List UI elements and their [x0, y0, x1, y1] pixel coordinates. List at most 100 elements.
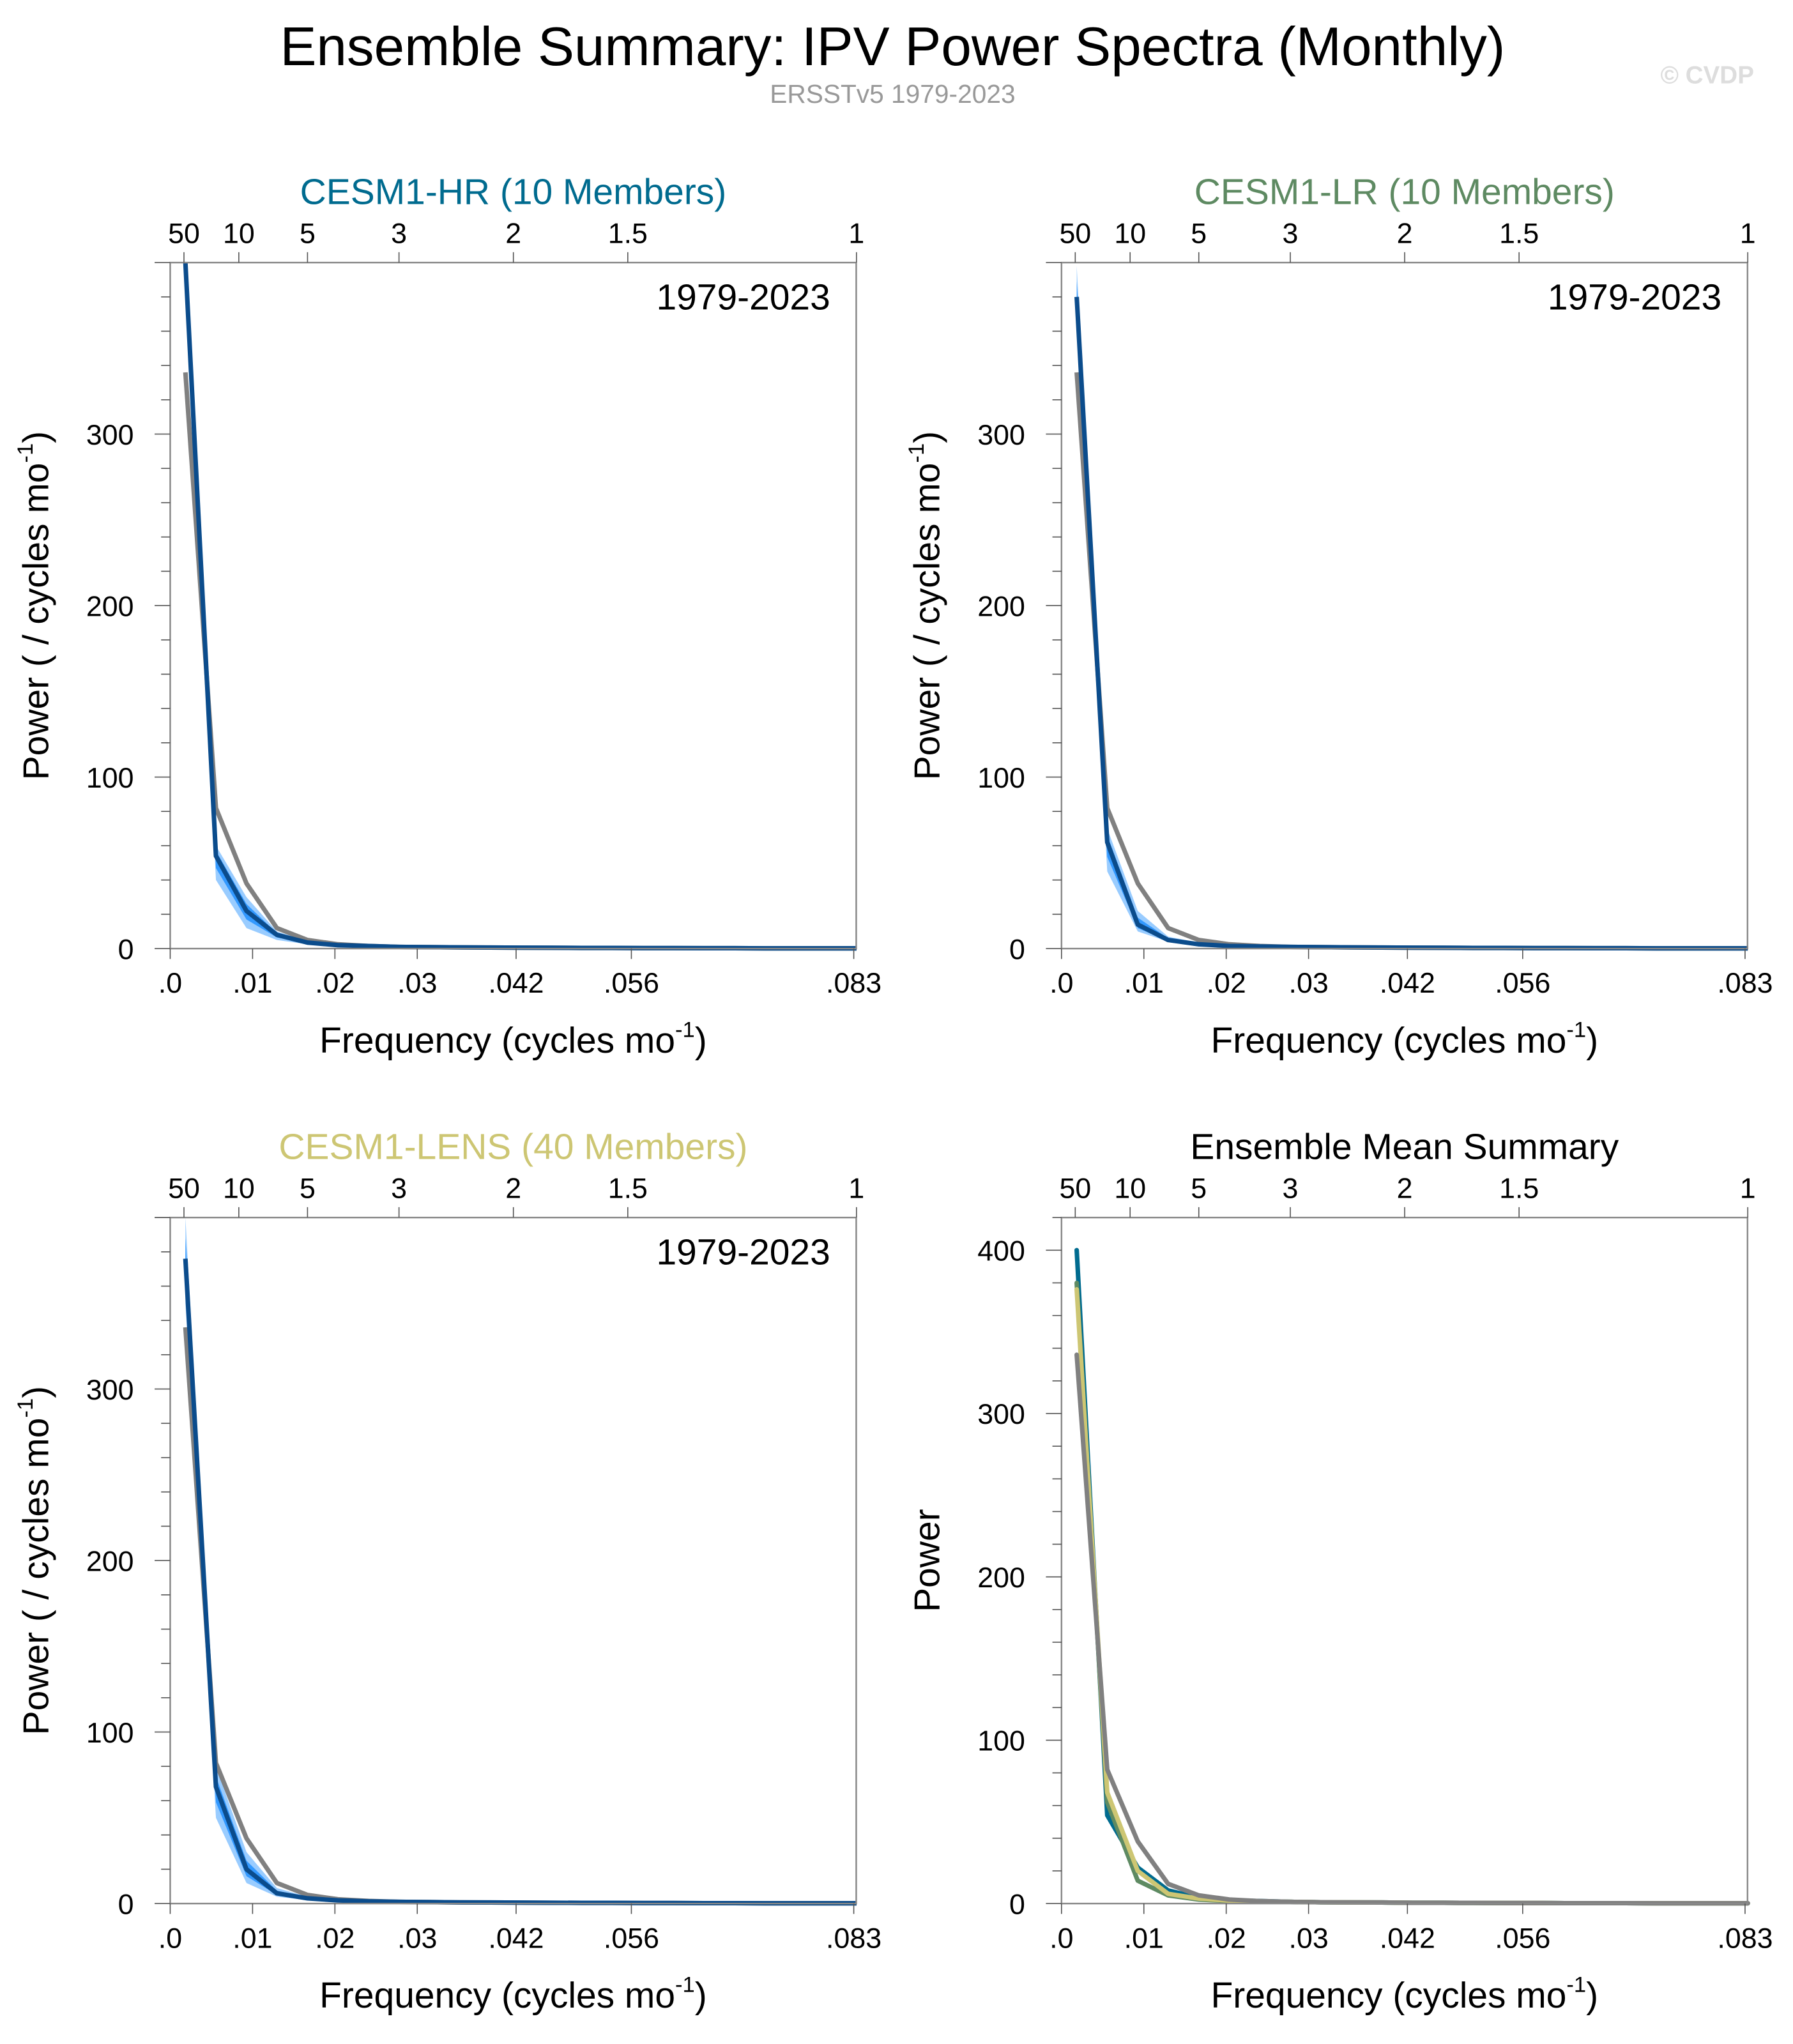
spread-band-outer	[185, 260, 857, 949]
ensemble-mean-line	[183, 262, 857, 951]
y-tick-label: 100	[86, 1717, 134, 1749]
x-axis-label: Frequency (cycles mo-1)	[319, 1018, 707, 1060]
x-label-superscript: -1	[1566, 1018, 1586, 1042]
y-tick-label: 300	[86, 419, 134, 451]
x-tick-label: .083	[1717, 1922, 1773, 1954]
figure-title: Ensemble Summary: IPV Power Spectra (Mon…	[280, 17, 1505, 77]
x-axis-label: Frequency (cycles mo-1)	[1211, 1018, 1599, 1060]
y-label-text: Power ( / cycles mo	[15, 463, 56, 781]
lens-mean-line	[1074, 1287, 1750, 1906]
period-annotation: 1979-2023	[656, 277, 830, 317]
top-tick-label: 1.5	[1499, 1173, 1539, 1205]
top-tick-label: 5	[300, 1173, 316, 1205]
y-tick-label: 100	[86, 762, 134, 794]
spread-band-outer	[185, 1217, 857, 1903]
spread-band-inner	[185, 1238, 857, 1903]
period-annotation: 1979-2023	[1548, 277, 1721, 317]
obs-line	[183, 372, 857, 951]
y-label-end: )	[15, 431, 56, 443]
x-tick-label: .03	[1289, 967, 1329, 999]
x-tick-label: .01	[233, 1922, 272, 1954]
y-label-superscript: -1	[13, 1398, 38, 1418]
panel-title: CESM1-LR (10 Members)	[1194, 172, 1615, 213]
top-tick-label: 2	[1397, 218, 1413, 250]
y-axis-label: Power	[907, 1509, 948, 1612]
panel-2: CESM1-LR (10 Members) 0 100 200 300 .0 .01 .02.…	[904, 172, 1773, 1061]
obs-mean-line	[1074, 1352, 1750, 1906]
x-tick-label: .056	[1495, 1922, 1550, 1954]
x-tick-label: .03	[1289, 1922, 1329, 1954]
x-tick-label: .02	[1207, 1922, 1246, 1954]
y-tick-label: 300	[977, 419, 1025, 451]
x-tick-label: .0	[158, 967, 182, 999]
x-tick-label: .042	[488, 967, 544, 999]
y-label-end: )	[15, 1386, 56, 1398]
x-label-superscript: -1	[675, 1972, 695, 1997]
top-tick-label: 50	[168, 1173, 200, 1205]
plot-frame	[169, 1216, 857, 1905]
y-tick-label: 200	[977, 1562, 1025, 1594]
spread-band-inner	[185, 260, 857, 949]
top-tick-label: 5	[1191, 218, 1207, 250]
period-annotation: 1979-2023	[656, 1232, 830, 1272]
top-tick-label: 1	[848, 218, 864, 250]
top-tick-label: 2	[1397, 1173, 1413, 1205]
panel-title: CESM1-LENS (40 Members)	[278, 1127, 747, 1168]
top-tick-label: 1	[848, 1173, 864, 1205]
top-tick-label: 1	[1740, 218, 1756, 250]
panel-4: Ensemble Mean Summary 0 100 200 300 400 .0 .01.…	[907, 1127, 1773, 2016]
y-label-superscript: -1	[13, 443, 38, 463]
ensemble-mean-line	[183, 1258, 857, 1906]
x-tick-label: .083	[826, 1922, 881, 1954]
top-tick-label: 10	[1114, 1173, 1146, 1205]
x-tick-label: .083	[826, 967, 881, 999]
obs-line	[183, 1327, 857, 1906]
figure-subtitle: ERSSTv5 1979-2023	[770, 79, 1015, 109]
x-tick-label: .056	[1495, 967, 1550, 999]
plot-frame	[169, 261, 857, 950]
y-label-text: Power	[907, 1509, 948, 1612]
y-axis-label: Power ( / cycles mo-1)	[13, 431, 56, 780]
x-tick-label: .01	[233, 967, 272, 999]
top-tick-label: 3	[1283, 1173, 1299, 1205]
x-tick-label: .0	[158, 1922, 182, 1954]
x-tick-label: .01	[1124, 1922, 1164, 1954]
y-tick-label: 300	[86, 1374, 134, 1406]
x-tick-label: .02	[315, 967, 355, 999]
y-tick-label: 200	[86, 1545, 134, 1577]
panel-1: CESM1-HR (10 Members) 0 100 200 300 .0 .01 .02.…	[13, 172, 881, 1061]
panel-title: CESM1-HR (10 Members)	[300, 172, 727, 213]
x-tick-label: .0	[1049, 1922, 1073, 1954]
y-tick-label: 100	[977, 1725, 1025, 1757]
x-label-text: Frequency (cycles mo	[319, 1020, 675, 1061]
top-tick-label: 50	[1059, 218, 1091, 250]
top-tick-label: 50	[168, 218, 200, 250]
top-tick-label: 1.5	[1499, 218, 1539, 250]
top-tick-label: 1.5	[608, 1173, 648, 1205]
ensemble-mean-line	[1074, 296, 1748, 951]
x-label-end: )	[695, 1020, 707, 1061]
x-tick-label: .042	[488, 1922, 544, 1954]
x-tick-label: .056	[604, 1922, 659, 1954]
spread-band-outer	[1076, 266, 1748, 949]
top-tick-label: 2	[505, 218, 521, 250]
x-axis-label: Frequency (cycles mo-1)	[319, 1972, 707, 2015]
y-tick-label: 300	[977, 1398, 1025, 1430]
x-tick-label: .083	[1717, 967, 1773, 999]
top-tick-label: 10	[1114, 218, 1146, 250]
panel-3: CESM1-LENS (40 Members) 0 100 200 300 .0 .01 .0…	[13, 1127, 881, 2016]
plot-frame	[1060, 261, 1749, 950]
x-tick-label: .042	[1380, 967, 1435, 999]
y-label-text: Power ( / cycles mo	[907, 463, 948, 781]
y-tick-label: 0	[118, 933, 134, 965]
top-tick-label: 10	[223, 218, 255, 250]
top-tick-label: 10	[223, 1173, 255, 1205]
watermark: © CVDP	[1660, 61, 1754, 89]
y-axis-label: Power ( / cycles mo-1)	[904, 431, 947, 780]
x-tick-label: .03	[397, 1922, 437, 1954]
y-tick-label: 200	[86, 590, 134, 622]
top-tick-label: 1	[1740, 1173, 1756, 1205]
hr-mean-line	[1074, 1247, 1750, 1906]
panel-title: Ensemble Mean Summary	[1190, 1127, 1619, 1168]
